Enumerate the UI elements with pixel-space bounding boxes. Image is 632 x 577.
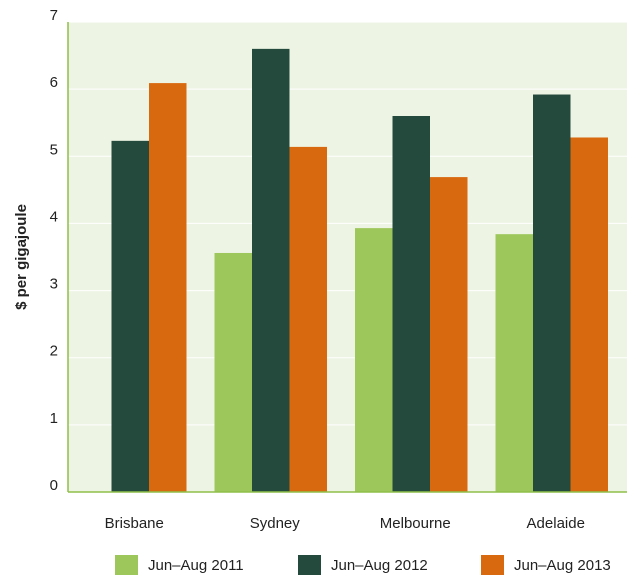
y-tick-label: 3 bbox=[50, 276, 58, 293]
y-axis-label: $ per gigajoule bbox=[13, 204, 30, 310]
bar bbox=[533, 94, 571, 492]
bar bbox=[214, 252, 252, 492]
bar bbox=[430, 177, 468, 492]
legend-label: Jun–Aug 2012 bbox=[331, 557, 428, 574]
legend-swatch bbox=[115, 555, 138, 575]
y-tick-label: 2 bbox=[50, 343, 58, 360]
x-tick-label: Adelaide bbox=[527, 515, 585, 532]
legend-swatch bbox=[298, 555, 321, 575]
y-tick-label: 4 bbox=[50, 208, 58, 225]
x-tick-label: Sydney bbox=[250, 515, 301, 532]
y-tick-label: 1 bbox=[50, 410, 58, 427]
bar bbox=[252, 48, 290, 492]
bar bbox=[111, 140, 149, 493]
bar bbox=[570, 137, 608, 492]
legend-swatch bbox=[481, 555, 504, 575]
bar bbox=[392, 116, 430, 492]
y-tick-label: 7 bbox=[50, 7, 58, 24]
bar bbox=[495, 234, 533, 492]
y-tick-label: 5 bbox=[50, 141, 58, 158]
y-tick-label: 0 bbox=[50, 477, 58, 494]
x-tick-label: Brisbane bbox=[105, 515, 164, 532]
x-tick-label: Melbourne bbox=[380, 515, 451, 532]
y-tick-label: 6 bbox=[50, 74, 58, 91]
bar bbox=[355, 228, 393, 492]
legend-label: Jun–Aug 2011 bbox=[148, 557, 244, 574]
bar bbox=[149, 83, 187, 492]
bar bbox=[289, 146, 327, 492]
legend-label: Jun–Aug 2013 bbox=[514, 557, 611, 574]
